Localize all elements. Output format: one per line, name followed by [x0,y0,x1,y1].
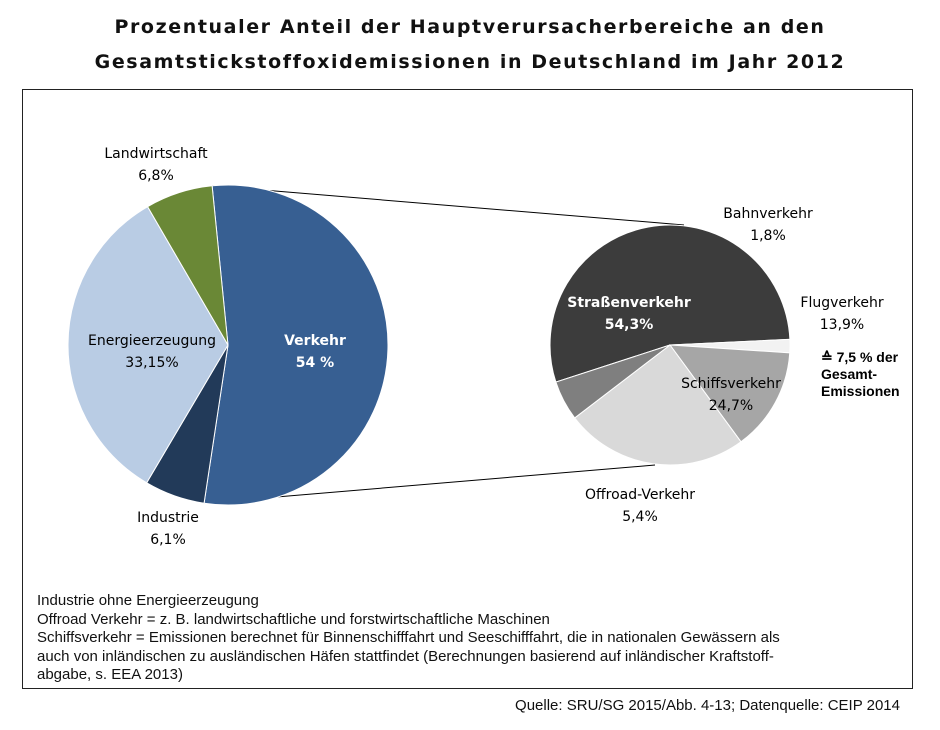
pie-b-slice-schiffsverkehr [573,344,742,466]
footnote-5: abgabe, s. EEA 2013) [37,666,183,684]
pie-b-annotation-line-3: Emissionen [821,383,900,399]
pie-b-value-offroad-verkehr: 5,4% [622,509,658,525]
source-citation: Quelle: SRU/SG 2015/Abb. 4-13; Datenquel… [515,697,900,714]
pie-b-slice-offroad-verkehr [555,344,671,419]
pie-b-slice-strassenverkehr [549,224,791,383]
footnotes: Industrie ohne Energieerzeugung Offroad … [37,592,897,685]
pie-b-label-flugverkehr: Flugverkehr [800,295,883,311]
pie-a-label-verkehr: Verkehr [284,333,346,349]
pie-b-label-schiffsverkehr: Schiffsverkehr [681,376,781,392]
pie-b-annotation-line-2: Gesamt- [821,366,877,382]
footnote-3: Schiffsverkehr = Emissionen berechnet fü… [37,629,780,647]
pie-a-value-industrie: 6,1% [150,532,186,548]
pie-b-value-strassenverkehr: 54,3% [605,317,654,333]
pie-a-slice-verkehr [203,184,389,506]
pie-a-value-energieerzeugung: 33,15% [125,355,178,371]
pie-b-label-bahnverkehr: Bahnverkehr [723,206,813,222]
pie-b-label-offroad-verkehr: Offroad-Verkehr [585,487,695,503]
connector-line-top [212,185,685,226]
pie-a-label-industrie: Industrie [137,510,199,526]
pie-a-slice-energieerzeugung [67,205,229,484]
footnote-4: auch von inländischen zu ausländischen H… [37,647,774,665]
pie-b-annotation-line-1: ≙ 7,5 % der [821,349,899,365]
pie-b-label-strassenverkehr: Straßenverkehr [567,295,691,311]
pie-a-slice-landwirtschaft [146,185,229,346]
pie-a-label-energieerzeugung: Energieerzeugung [88,333,216,349]
pie-b-value-flugverkehr: 13,9% [820,317,864,333]
chart-title-line-1: Prozentualer Anteil der Hauptverursacher… [114,16,826,38]
chart-frame [22,89,913,689]
pie-a-value-verkehr: 54 % [296,355,334,371]
pie-b-slice-flugverkehr [668,344,791,443]
chart-title-line-2: Gesamtstickstoffoxidemissionen in Deutsc… [94,51,846,73]
pie-a-label-landwirtschaft: Landwirtschaft [104,146,208,162]
footnote-2: Offroad Verkehr = z. B. landwirtschaftli… [37,610,550,628]
pie-b-value-schiffsverkehr: 24,7% [709,398,753,414]
footnote-1: Industrie ohne Energieerzeugung [37,592,259,609]
pie-a-value-landwirtschaft: 6,8% [138,168,174,184]
pie-b-value-bahnverkehr: 1,8% [750,228,786,244]
